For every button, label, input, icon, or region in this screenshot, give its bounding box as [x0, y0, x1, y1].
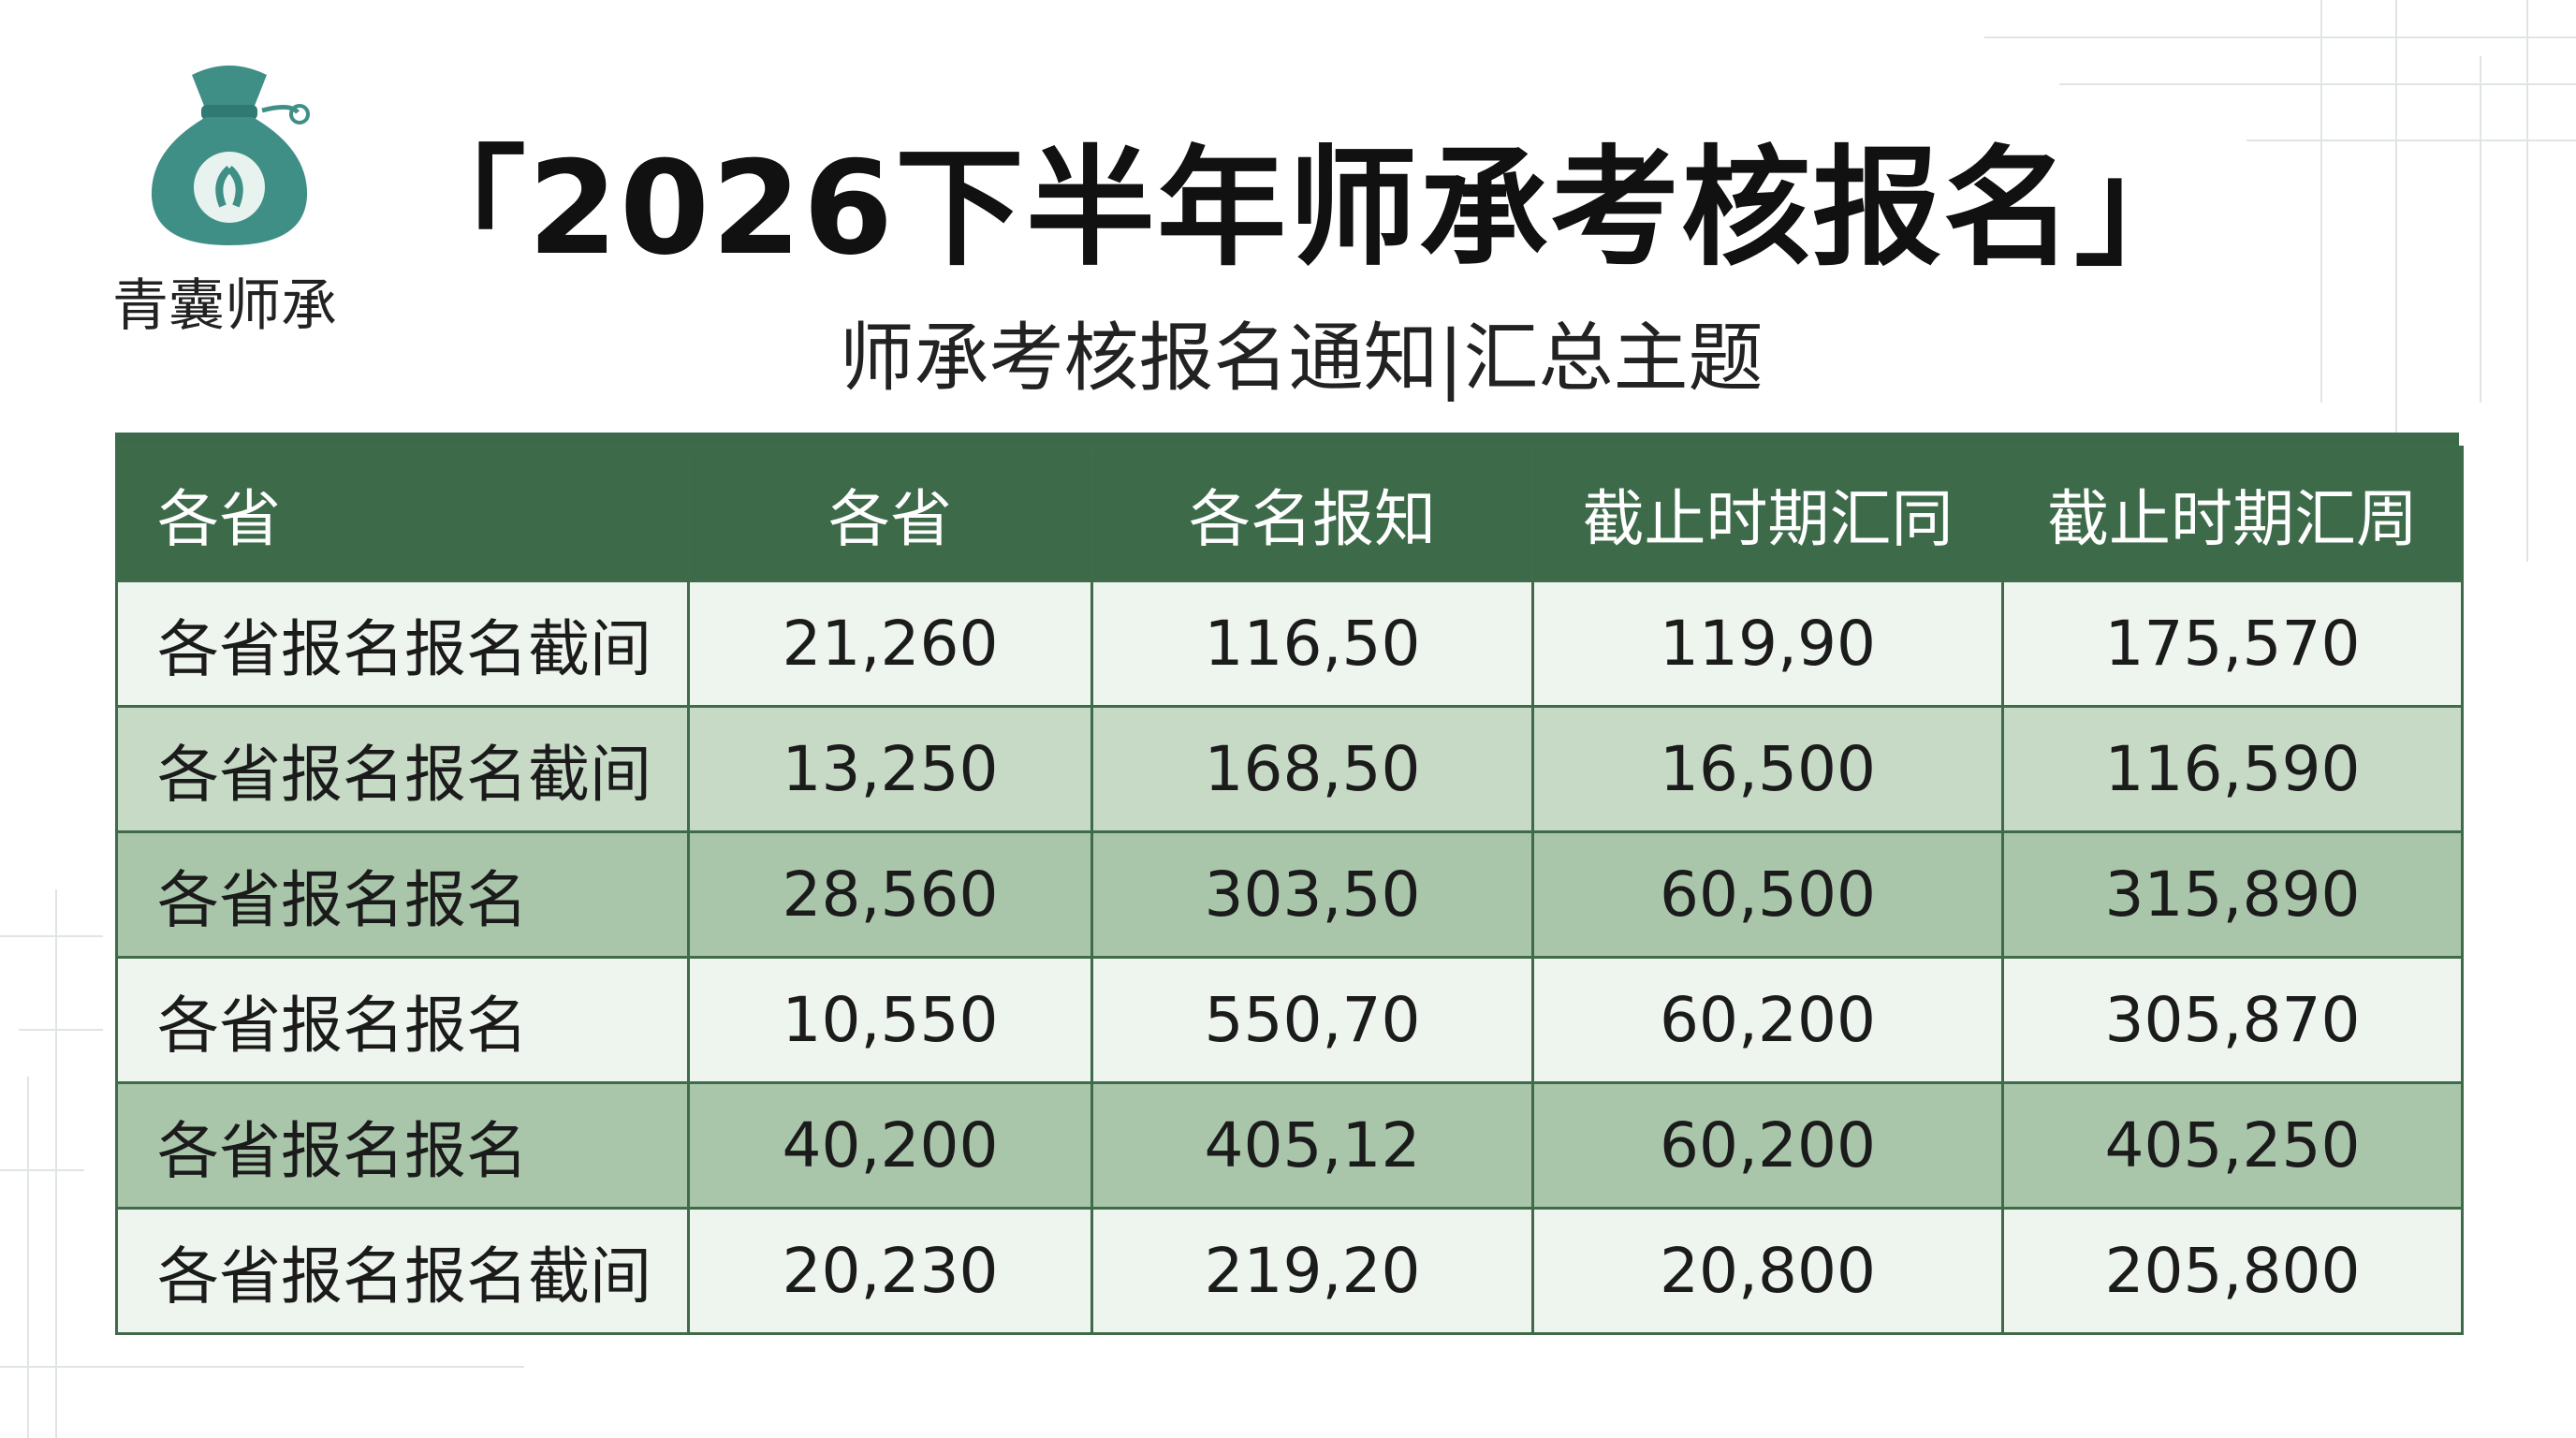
cell: 21,260 [687, 580, 1093, 708]
header-row: 各省 各省 各名报知 截止时期汇同 截止时期汇周 [115, 446, 2464, 582]
row-label: 各省报名报名 [115, 1081, 690, 1210]
cell: 20,230 [687, 1207, 1093, 1335]
logo-bag [151, 66, 310, 245]
cell: 60,200 [1531, 1081, 2004, 1210]
cell: 205,800 [2001, 1207, 2464, 1335]
cell: 13,250 [687, 705, 1093, 833]
table-row: 各省报名报名截间 13,250 168,50 16,500 116,590 [115, 705, 2464, 833]
cell: 40,200 [687, 1081, 1093, 1210]
cell: 219,20 [1090, 1207, 1534, 1335]
cell: 305,870 [2001, 956, 2464, 1084]
row-label: 各省报名报名截间 [115, 1207, 690, 1335]
table-row: 各省报名报名 40,200 405,12 60,200 405,250 [115, 1081, 2464, 1210]
cell: 60,500 [1531, 830, 2004, 959]
column-header: 截止时期汇周 [2001, 446, 2464, 582]
cell: 16,500 [1531, 705, 2004, 833]
cell: 405,250 [2001, 1081, 2464, 1210]
table-top-bar [115, 433, 2459, 446]
title: 「2026下半年师承考核报名」 [396, 133, 2206, 284]
cell: 119,90 [1531, 580, 2004, 708]
cell: 550,70 [1090, 956, 1534, 1084]
table-row: 各省报名报名截间 21,260 116,50 119,90 175,570 [115, 580, 2464, 708]
cell: 116,50 [1090, 580, 1534, 708]
cell: 60,200 [1531, 956, 2004, 1084]
table-row: 各省报名报名截间 20,230 219,20 20,800 205,800 [115, 1207, 2464, 1335]
column-header: 各省 [115, 446, 690, 582]
cell: 405,12 [1090, 1081, 1534, 1210]
column-header: 各省 [687, 446, 1093, 582]
table-row: 各省报名报名 28,560 303,50 60,500 315,890 [115, 830, 2464, 959]
column-header: 截止时期汇同 [1531, 446, 2004, 582]
cell: 28,560 [687, 830, 1093, 959]
row-label: 各省报名报名 [115, 830, 690, 959]
logo-text: 青囊师承 [112, 273, 337, 339]
data-table: 各省 各省 各名报知 截止时期汇同 截止时期汇周 各省报名报名截间 21,260 116,5… [115, 446, 2464, 1335]
cell: 116,590 [2001, 705, 2464, 833]
column-header: 各名报知 [1090, 446, 1534, 582]
table-row: 各省报名报名 10,550 550,70 60,200 305,870 [115, 956, 2464, 1084]
cell: 303,50 [1090, 830, 1534, 959]
cell: 10,550 [687, 956, 1093, 1084]
row-label: 各省报名报名 [115, 956, 690, 1084]
cell: 175,570 [2001, 580, 2464, 708]
row-label: 各省报名报名截间 [115, 705, 690, 833]
cell: 315,890 [2001, 830, 2464, 959]
cell: 168,50 [1090, 705, 1534, 833]
subtitle: 师承考核报名通知|汇总主题 [839, 315, 1764, 402]
row-label: 各省报名报名截间 [115, 580, 690, 708]
cell: 20,800 [1531, 1207, 2004, 1335]
